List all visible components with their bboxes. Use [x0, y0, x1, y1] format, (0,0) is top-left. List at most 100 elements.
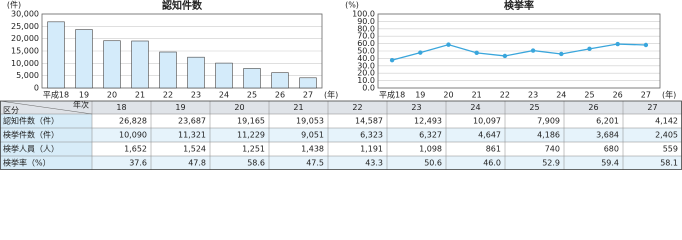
cell: 19,165: [237, 117, 265, 126]
y-tick-label: 0.0: [362, 84, 375, 93]
x-tick-label: 26: [275, 91, 285, 100]
x-tick-label: 20: [107, 91, 117, 100]
cell: 6,323: [360, 131, 383, 140]
y-tick-label: 25,000: [11, 22, 39, 31]
cell: 680: [604, 145, 619, 154]
row-label: 検挙率（%）: [3, 158, 51, 168]
y-tick-label: 15,000: [11, 47, 39, 56]
cell: 47.8: [188, 159, 206, 168]
y-tick-label: 30.0: [357, 61, 375, 70]
column-header: 23: [411, 103, 421, 112]
cell: 59.4: [601, 159, 619, 168]
cell: 43.3: [365, 159, 383, 168]
plot-frame: [41, 13, 323, 89]
y-tick-label: 70.0: [357, 32, 375, 41]
y-tick-label: 90.0: [357, 17, 375, 26]
cell: 6,201: [596, 117, 619, 126]
x-tick-label: 21: [472, 91, 482, 100]
y-tick-label: 40.0: [357, 54, 375, 63]
y-tick-label: 0: [34, 84, 39, 93]
cell: 37.6: [129, 159, 147, 168]
cell: 10,090: [119, 131, 147, 140]
marker: [446, 42, 451, 47]
corner-label: 区分: [3, 106, 19, 115]
cell: 1,652: [124, 145, 147, 154]
row-label-bg: [0, 142, 92, 156]
x-tick-label: 27: [641, 91, 651, 100]
line: [391, 43, 646, 61]
x-tick-label: 27: [303, 91, 313, 100]
chart-title: 検挙率: [504, 0, 534, 12]
row-label: 検挙人員（人）: [3, 144, 59, 154]
cell: 10,097: [473, 117, 501, 126]
cell: 50.6: [424, 159, 442, 168]
x-tick-label: 平成18: [43, 90, 69, 100]
y-tick-label: 80.0: [357, 24, 375, 33]
y-tick-label: 10,000: [11, 59, 39, 68]
marker: [502, 53, 508, 59]
cell: 740: [545, 145, 560, 154]
x-tick-label: 21: [135, 91, 145, 100]
cell: 1,251: [242, 145, 265, 154]
table-header-bg: [0, 101, 682, 114]
chart-title: 認知件数: [162, 0, 203, 12]
x-unit: (年): [662, 90, 676, 100]
page: 認知件数 (件) 0 5,000 10,000 15,000 20,000 25,000 30,…: [0, 0, 682, 170]
marker: [615, 41, 620, 47]
x-tick-label: 19: [415, 91, 425, 100]
cell: 11,229: [237, 131, 265, 140]
cell: 861: [486, 145, 501, 154]
x-tick-label: 19: [79, 91, 89, 100]
cell: 19,053: [296, 117, 324, 126]
x-tick-label: 平成18: [379, 90, 405, 100]
x-unit: (年): [324, 90, 338, 100]
cell: 6,327: [419, 131, 442, 140]
bar: [243, 68, 261, 89]
y-tick-label: 100.0: [352, 10, 375, 19]
marker: [643, 42, 649, 48]
x-tick-label: 23: [191, 91, 201, 100]
bar: [299, 77, 317, 89]
cell: 1,438: [301, 145, 324, 154]
marker: [587, 46, 592, 52]
x-tick-label: 22: [500, 91, 510, 100]
x-tick-label: 25: [247, 91, 257, 100]
marker: [559, 51, 564, 57]
column-header: 22: [352, 103, 362, 112]
column-header: 21: [293, 103, 303, 112]
bar: [159, 51, 177, 89]
marker: [389, 57, 395, 63]
bar: [47, 21, 65, 89]
column-header: 26: [588, 103, 598, 112]
bar: [131, 40, 149, 89]
cell: 58.1: [660, 159, 678, 168]
column-header: 27: [647, 103, 657, 112]
y-tick-label: 10.0: [357, 76, 375, 85]
marker: [474, 50, 479, 56]
x-tick-label: 24: [556, 91, 566, 100]
column-header: 24: [470, 103, 480, 112]
y-tick-label: 30,000: [11, 10, 39, 19]
cell: 7,909: [537, 117, 560, 126]
x-tick-label: 26: [613, 91, 623, 100]
marker: [530, 48, 536, 53]
cell: 4,186: [537, 131, 560, 140]
bar: [103, 40, 121, 89]
x-tick-label: 23: [528, 91, 538, 100]
cell: 1,191: [360, 145, 383, 154]
cell: 2,405: [655, 131, 678, 140]
column-header: 25: [529, 103, 539, 112]
y-unit: (%): [345, 1, 359, 10]
cell: 14,587: [355, 117, 383, 126]
cell: 23,687: [178, 117, 206, 126]
y-tick-label: 50.0: [357, 47, 375, 56]
row-label-bg: [0, 128, 92, 142]
x-tick-label: 24: [219, 91, 229, 100]
bar: [215, 62, 233, 89]
y-tick-label: 20.0: [357, 69, 375, 78]
column-header: 19: [175, 103, 185, 112]
row-bg: [0, 114, 682, 128]
y-tick-label: 20,000: [11, 34, 39, 43]
column-header: 20: [234, 103, 244, 112]
bar: [75, 29, 93, 89]
